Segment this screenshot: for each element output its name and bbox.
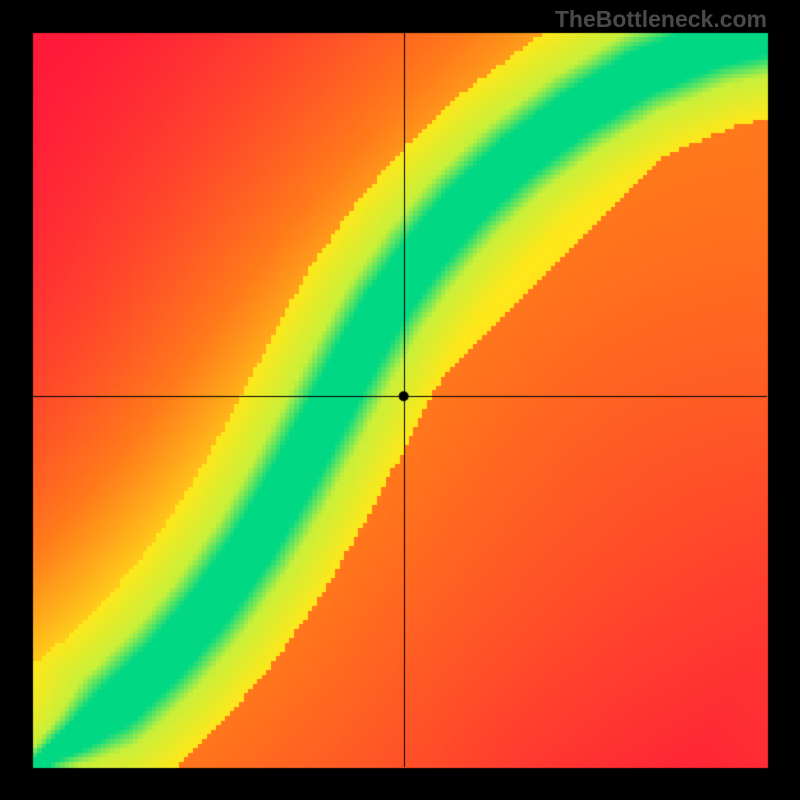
chart-container: TheBottleneck.com: [0, 0, 800, 800]
bottleneck-heatmap: [0, 0, 800, 800]
watermark-text: TheBottleneck.com: [555, 6, 767, 33]
